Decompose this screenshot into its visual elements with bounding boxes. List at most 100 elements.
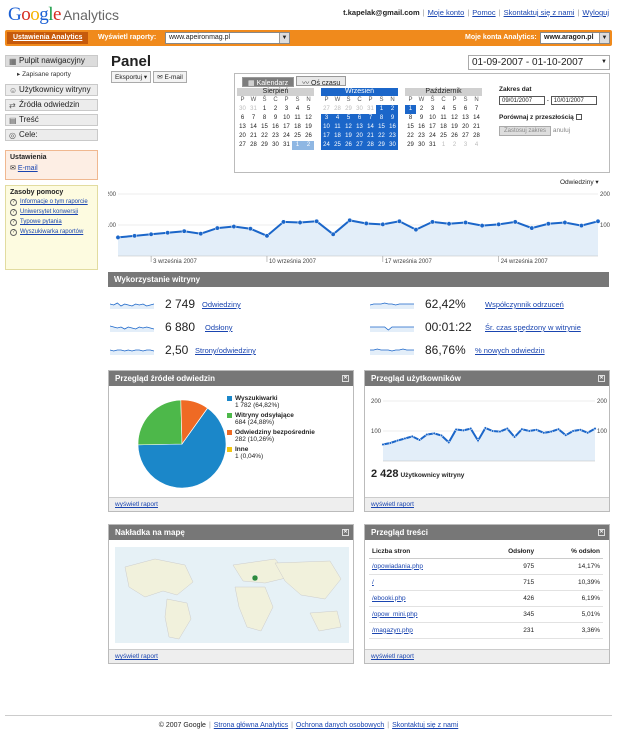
calendar-day[interactable]: 1 <box>441 142 446 148</box>
page-link[interactable]: /opowiadania.php <box>372 562 423 570</box>
data-point[interactable] <box>571 429 575 433</box>
calendar-day[interactable]: 16 <box>387 123 398 132</box>
world-map[interactable] <box>115 547 349 643</box>
calendar-day[interactable]: 18 <box>332 132 343 141</box>
data-point[interactable] <box>410 434 414 438</box>
footer-link[interactable]: Skontaktuj się z nami <box>392 722 459 729</box>
data-point[interactable] <box>446 221 452 227</box>
calendar-day[interactable]: 29 <box>376 141 387 150</box>
page-link[interactable]: /opow_mini.php <box>372 610 418 618</box>
calendar-day[interactable]: 24 <box>429 133 436 139</box>
calendar-day[interactable]: 3 <box>284 106 289 112</box>
data-point[interactable] <box>534 428 539 432</box>
calendar-day[interactable]: 29 <box>261 142 268 148</box>
data-point[interactable] <box>148 231 154 237</box>
calendar-day[interactable]: 9 <box>387 114 398 123</box>
data-point[interactable] <box>314 218 320 224</box>
calendar-day[interactable]: 27 <box>462 133 469 139</box>
calendar-day[interactable]: 3 <box>463 142 468 148</box>
calendar-day[interactable]: 24 <box>321 141 332 150</box>
data-point[interactable] <box>513 435 517 439</box>
data-point[interactable] <box>381 442 385 447</box>
metric-label-link[interactable]: Śr. czas spędzony w witrynie <box>485 323 581 332</box>
data-point[interactable] <box>564 433 568 437</box>
metric-label-link[interactable]: Współczynnik odrzuceń <box>485 300 564 309</box>
compare-checkbox[interactable] <box>575 114 582 121</box>
calendar-day[interactable]: 15 <box>407 124 414 130</box>
data-point[interactable] <box>380 221 386 227</box>
calendar-day[interactable]: 2 <box>273 106 278 112</box>
calendar-day[interactable]: 4 <box>295 106 300 112</box>
calendar-day[interactable]: 21 <box>250 133 257 139</box>
calendar-day[interactable]: 25 <box>332 141 343 150</box>
calendar-day[interactable]: 1 <box>376 105 387 114</box>
calendar-day[interactable]: 11 <box>332 123 343 132</box>
data-point[interactable] <box>545 221 551 227</box>
help-item[interactable]: ? Informacje o tym raporcie <box>10 199 93 206</box>
data-point[interactable] <box>527 429 531 433</box>
sidebar-item-goals[interactable]: ◎ Cele: <box>5 129 98 141</box>
calendar-day[interactable]: 21 <box>365 132 376 141</box>
view-report-link[interactable]: wyświetl raport <box>371 653 414 660</box>
calendar-day[interactable]: 30 <box>356 106 363 112</box>
calendar-day[interactable]: 25 <box>294 133 301 139</box>
calendar-day[interactable]: 18 <box>294 124 301 130</box>
calendar-day[interactable]: 2 <box>452 142 457 148</box>
data-point[interactable] <box>562 220 568 225</box>
calendar-day[interactable]: 17 <box>321 132 332 141</box>
data-point[interactable] <box>432 431 436 435</box>
data-point[interactable] <box>425 433 429 437</box>
calendar-day[interactable]: 16 <box>418 124 425 130</box>
calendar-day[interactable]: 12 <box>305 115 312 121</box>
close-icon[interactable]: ✕ <box>598 375 605 382</box>
calendar-day[interactable]: 12 <box>451 115 458 121</box>
calendar-day[interactable]: 17 <box>283 124 290 130</box>
view-report-link[interactable]: wyświetl raport <box>371 501 414 508</box>
calendar-day[interactable]: 13 <box>239 124 246 130</box>
calendar-day[interactable]: 28 <box>334 106 341 112</box>
data-point[interactable] <box>264 233 270 239</box>
data-point[interactable] <box>496 221 502 227</box>
calendar-day[interactable]: 10 <box>321 123 332 132</box>
data-point[interactable] <box>454 427 458 432</box>
calendar-day[interactable]: 20 <box>239 133 246 139</box>
data-point[interactable] <box>439 433 444 438</box>
calendar-day[interactable]: 13 <box>462 115 469 121</box>
metric-label-link[interactable]: % nowych odwiedzin <box>475 346 545 355</box>
data-point[interactable] <box>181 228 187 234</box>
date-to-input[interactable]: 10/01/2007 <box>550 96 597 105</box>
data-point[interactable] <box>498 430 502 434</box>
page-link[interactable]: /magazyn.php <box>372 626 413 634</box>
calendar-day[interactable]: 6 <box>240 115 245 121</box>
apply-range-button[interactable]: Zastosuj zakres <box>499 126 552 136</box>
close-icon[interactable]: ✕ <box>342 375 349 382</box>
calendar-day[interactable]: 30 <box>239 106 246 112</box>
page-link-cell[interactable]: / <box>369 574 477 591</box>
data-point[interactable] <box>132 233 138 239</box>
calendar-day[interactable]: 4 <box>332 114 343 123</box>
export-button[interactable]: Eksportuj ▾ <box>111 71 152 83</box>
calendar-day[interactable]: 22 <box>407 133 414 139</box>
calendar-day[interactable]: 13 <box>354 123 365 132</box>
calendar-day[interactable]: 21 <box>473 124 480 130</box>
calendar-day[interactable]: 9 <box>419 115 424 121</box>
data-point[interactable] <box>556 427 560 431</box>
calendar-day[interactable]: 6 <box>463 106 468 112</box>
data-point[interactable] <box>198 231 204 237</box>
calendar-day[interactable]: 4 <box>474 142 479 148</box>
data-point[interactable] <box>396 218 402 224</box>
calendar-day[interactable]: 14 <box>250 124 257 130</box>
page-link-cell[interactable]: /magazyn.php <box>369 622 477 639</box>
calendar-day[interactable]: 29 <box>345 106 352 112</box>
data-point[interactable] <box>476 439 480 443</box>
calendar-day[interactable]: 22 <box>376 132 387 141</box>
calendar-day[interactable]: 10 <box>283 115 290 121</box>
contact-link[interactable]: Skontaktuj się z nami <box>503 8 575 17</box>
calendar-day[interactable]: 7 <box>251 115 256 121</box>
calendar-day[interactable]: 2 <box>303 141 314 150</box>
data-point[interactable] <box>330 231 336 237</box>
my-account-link[interactable]: Moje konto <box>427 8 465 17</box>
data-point[interactable] <box>297 220 303 225</box>
calendar-day[interactable]: 22 <box>261 133 268 139</box>
calendar-day[interactable]: 27 <box>323 106 330 112</box>
